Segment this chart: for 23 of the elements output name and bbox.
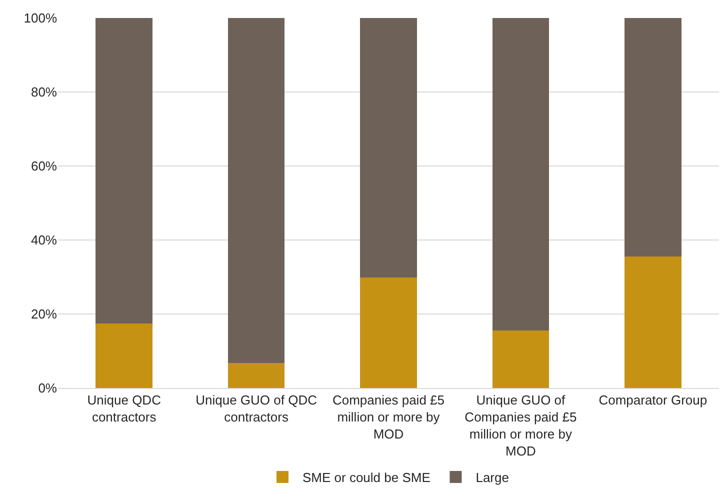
y-tick-label: 0% — [38, 380, 58, 396]
y-tick-label: 60% — [30, 158, 58, 174]
y-tick-label: 20% — [30, 306, 58, 322]
bar — [228, 18, 285, 363]
x-tick-label: Companies paid £5 million or more by MOD — [332, 392, 445, 442]
bar — [96, 323, 153, 388]
bar — [492, 18, 550, 331]
bar — [492, 330, 550, 388]
bar — [228, 362, 285, 388]
bar — [624, 256, 682, 388]
legend-label: SME or could be SME — [302, 470, 431, 486]
y-tick-label: 80% — [30, 84, 58, 100]
legend-label: Large — [476, 470, 509, 486]
x-tick-label: Unique GUO of QDC contractors — [196, 392, 317, 424]
bar — [624, 18, 682, 256]
y-tick-label: 100% — [24, 10, 58, 26]
x-tick-label: Comparator Group — [598, 392, 708, 408]
y-tick-label: 40% — [30, 232, 58, 248]
x-tick-label: Unique QDC contractors — [87, 392, 161, 424]
bar — [360, 278, 417, 388]
x-tick-label: Unique GUO of Companies paid £5 million or more by MOD — [464, 392, 577, 458]
bar — [96, 18, 153, 324]
bar — [360, 18, 417, 278]
